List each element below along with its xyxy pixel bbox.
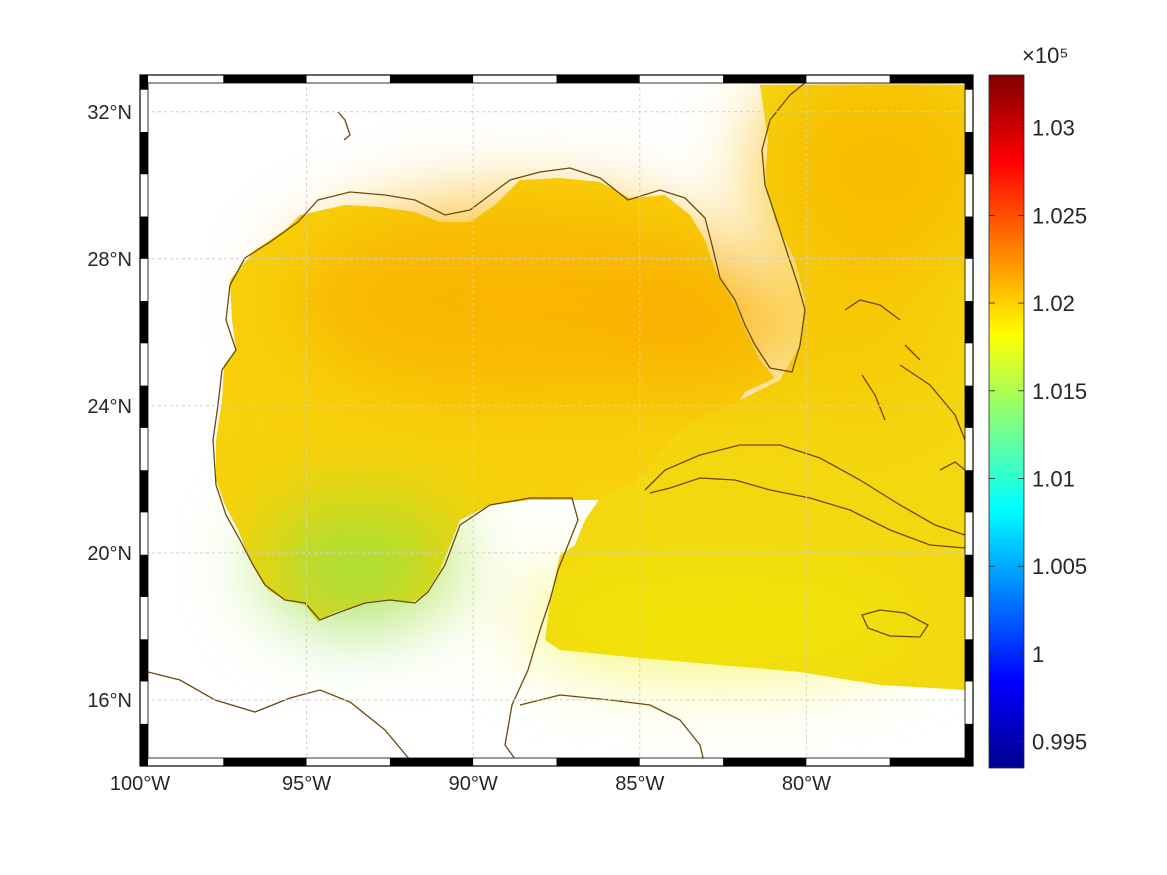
frame-segment: [965, 75, 973, 90]
frame-segment: [806, 758, 890, 766]
frame-segment: [556, 75, 640, 83]
frame-segment: [306, 75, 390, 83]
colorbar-tick-label: 1.03: [1032, 116, 1075, 141]
map-axes: [140, 75, 973, 766]
frame-segment: [965, 385, 973, 428]
frame-segment: [140, 75, 224, 83]
frame-segment: [140, 75, 148, 90]
frame-segment: [965, 639, 973, 682]
colorbar-exponent: ×10⁵: [1022, 43, 1068, 68]
frame-segment: [965, 216, 973, 259]
pressure-field: [216, 75, 973, 690]
frame-segment: [806, 75, 890, 83]
central-america-coastline: [140, 669, 411, 761]
frame-segment: [140, 639, 148, 682]
frame-segment: [965, 258, 973, 302]
longitude-ticks: 100°W 95°W 90°W 85°W 80°W: [110, 773, 831, 795]
frame-segment: [473, 75, 557, 83]
coastlines: [140, 75, 966, 766]
lake-coastline: [337, 111, 351, 141]
colorbar-tick-label: 1: [1032, 642, 1044, 667]
frame-segment: [140, 131, 148, 175]
frame-segment: [140, 596, 148, 640]
frame-segment: [140, 89, 148, 132]
frame-segment: [140, 258, 148, 302]
colorbar: ×10⁵ 0.995 1 1.005 1.01 1.015 1.02 1.025 1.03: [988, 43, 1087, 769]
frame-segment: [639, 75, 724, 83]
colorbar-gradient: [988, 74, 1025, 769]
frame-segment: [140, 216, 148, 259]
lon-tick-label: 90°W: [449, 773, 498, 795]
cuba-coastline: [644, 444, 966, 549]
lat-tick-label: 28°N: [87, 249, 132, 271]
bahamas-coastline: [844, 299, 966, 441]
frame-segment: [965, 174, 973, 217]
frame-segment: [965, 723, 973, 766]
frame-segment: [965, 596, 973, 640]
map-frame: [139, 74, 974, 767]
colorbar-tick-label: 1.025: [1032, 203, 1087, 228]
frame-outline: [139, 74, 974, 767]
lat-tick-label: 32°N: [87, 102, 132, 124]
graticule: [140, 75, 973, 766]
frame-segment: [140, 343, 148, 386]
frame-segment: [473, 758, 557, 766]
colorbar-tick-label: 1.01: [1032, 467, 1075, 492]
frame-segment: [223, 75, 307, 83]
frame-segment: [965, 512, 973, 555]
lat-tick-label: 20°N: [87, 543, 132, 565]
colorbar-tick-label: 1.015: [1032, 379, 1087, 404]
frame-segment: [965, 470, 973, 513]
colorbar-tick-label: 1.005: [1032, 554, 1087, 579]
lon-tick-label: 80°W: [782, 773, 831, 795]
honduras-coastline: [519, 694, 706, 766]
frame-segment: [723, 758, 807, 766]
latitude-ticks: 32°N 28°N 24°N 20°N 16°N: [87, 102, 132, 712]
frame-segment: [140, 301, 148, 344]
frame-segment: [140, 385, 148, 428]
frame-inner-outline: [147, 82, 966, 759]
frame-segment: [140, 470, 148, 513]
colorbar-tick-label: 1.02: [1032, 291, 1075, 316]
lat-tick-label: 24°N: [87, 396, 132, 418]
lat-tick-label: 16°N: [87, 690, 132, 712]
frame-segment: [140, 174, 148, 217]
lon-tick-label: 85°W: [615, 773, 664, 795]
frame-segment: [140, 427, 148, 471]
field-smoothing: [265, 75, 973, 670]
colorbar-ticks: 0.995 1 1.005 1.01 1.015 1.02 1.025 1.03: [989, 116, 1087, 755]
frame-segment: [889, 75, 973, 83]
frame-segment: [965, 554, 973, 597]
frame-segment: [306, 758, 390, 766]
frame-segment: [965, 301, 973, 344]
colorbar-tick-label: 0.995: [1032, 730, 1087, 755]
frame-segment: [140, 554, 148, 597]
frame-segment: [556, 758, 640, 766]
mexico-coastline: [212, 284, 579, 766]
frame-segment: [223, 758, 307, 766]
lon-tick-label: 100°W: [110, 773, 170, 795]
frame-segment: [889, 758, 973, 766]
frame-segment: [389, 758, 474, 766]
frame-segment: [965, 427, 973, 471]
frame-segment: [389, 75, 474, 83]
frame-segment: [965, 89, 973, 132]
hispaniola-coastline: [939, 461, 966, 471]
lon-tick-label: 95°W: [282, 773, 331, 795]
frame-segment: [965, 343, 973, 386]
jamaica-coastline: [861, 609, 929, 638]
gulf-coastline: [229, 75, 816, 373]
frame-segment: [140, 723, 148, 766]
frame-segment: [639, 758, 724, 766]
frame-segment: [723, 75, 807, 83]
frame-segment: [965, 681, 973, 724]
frame-segment: [140, 512, 148, 555]
frame-segment: [965, 131, 973, 175]
frame-segment: [140, 758, 224, 766]
frame-segment: [140, 681, 148, 724]
